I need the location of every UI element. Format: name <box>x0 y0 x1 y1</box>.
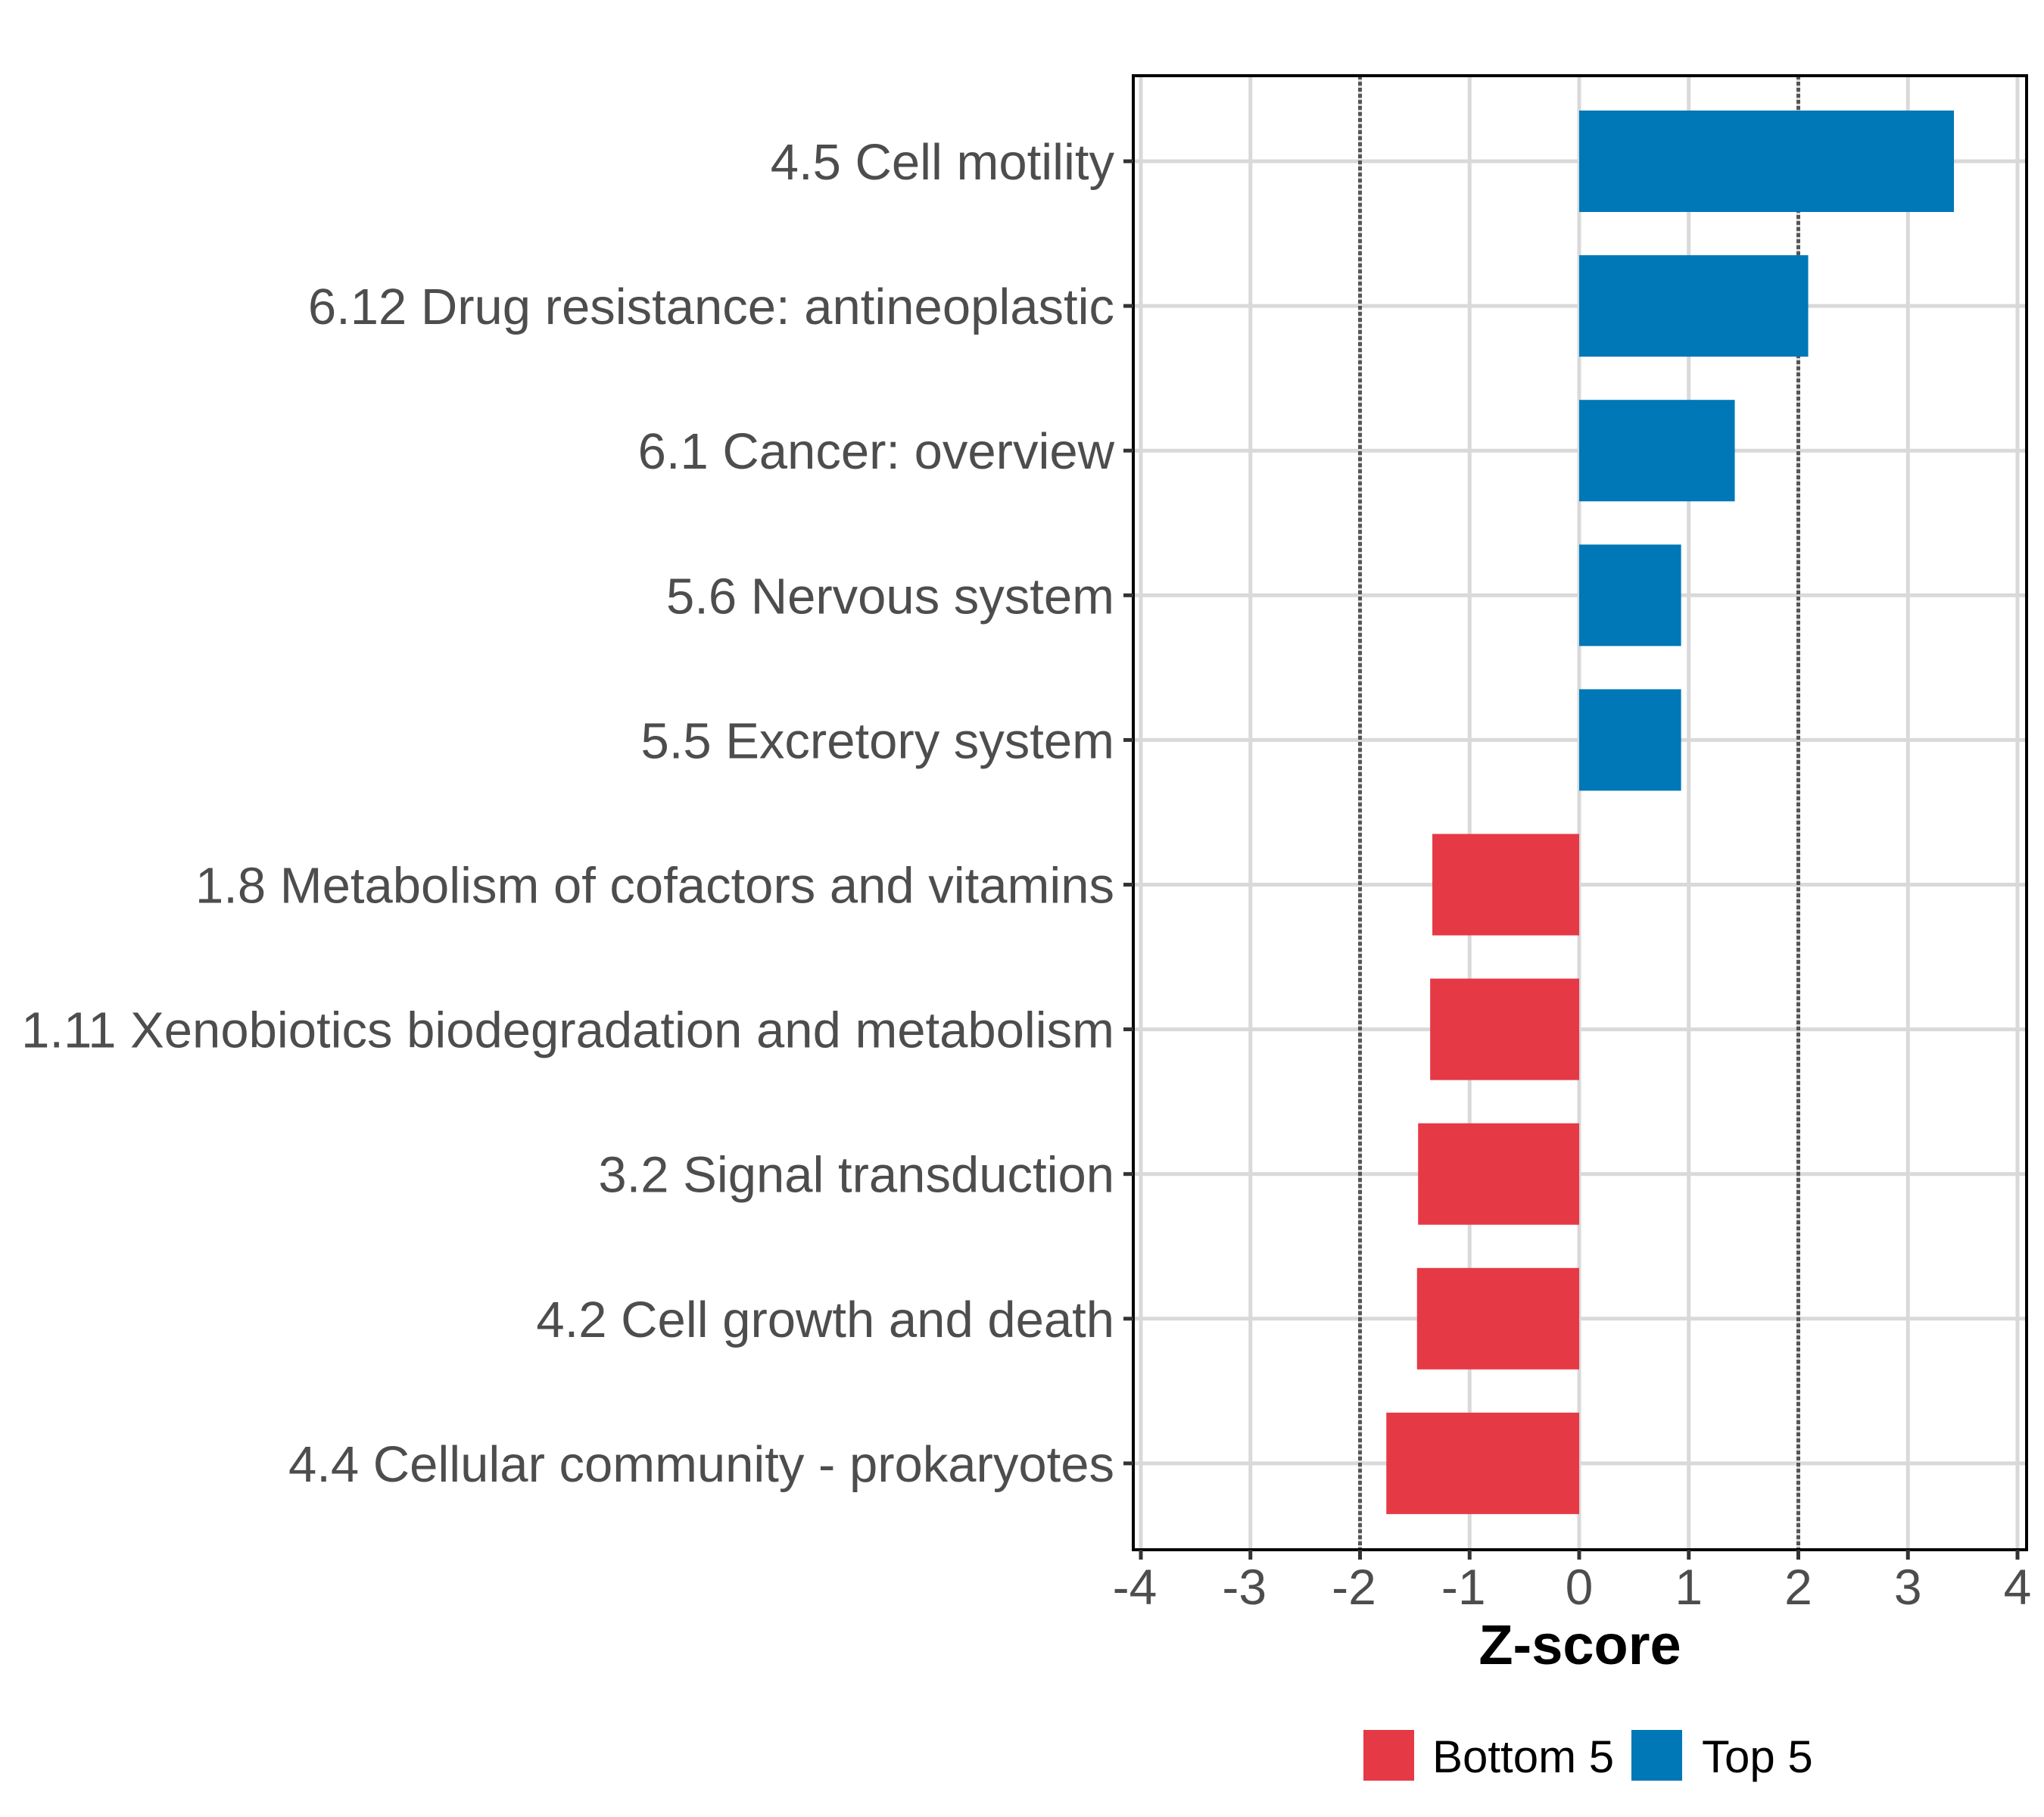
bar-bottom5 <box>1432 834 1579 936</box>
plot-panel <box>1132 74 2028 1551</box>
bars <box>1386 111 1955 1514</box>
bar-top5 <box>1579 400 1735 502</box>
x-axis-tick-label: 1 <box>1675 1559 1703 1615</box>
bar-bottom5 <box>1386 1412 1579 1514</box>
legend-label-top5: Top 5 <box>1702 1731 1813 1782</box>
x-axis-tick-label: -2 <box>1332 1559 1376 1615</box>
y-axis-category-label: 4.2 Cell growth and death <box>536 1292 1114 1348</box>
y-axis-category-label: 3.2 Signal transduction <box>598 1147 1114 1204</box>
bar-top5 <box>1579 255 1809 357</box>
legend: Bottom 5 Top 5 <box>1363 1730 1813 1782</box>
x-axis-tick-label: -1 <box>1441 1559 1486 1615</box>
y-axis: 4.5 Cell motility 6.12 Drug resistance: a… <box>21 134 1133 1493</box>
y-axis-category-label: 5.5 Excretory system <box>640 712 1114 769</box>
x-axis-tick-label: -3 <box>1222 1559 1267 1615</box>
y-axis-category-label: 6.1 Cancer: overview <box>638 423 1115 480</box>
x-axis-tick-label: 0 <box>1566 1559 1594 1615</box>
y-axis-category-label: 5.6 Nervous system <box>666 568 1114 625</box>
y-axis-category-label: 1.8 Metabolism of cofactors and vitamins <box>195 858 1114 915</box>
x-axis-tick-label: 2 <box>1784 1559 1812 1615</box>
x-axis-tick-label: 4 <box>2004 1559 2032 1615</box>
x-axis-tick-label: 3 <box>1894 1559 1922 1615</box>
bar-bottom5 <box>1430 978 1579 1080</box>
y-axis-category-label: 4.4 Cellular community - prokaryotes <box>288 1436 1114 1493</box>
x-axis-title: Z-score <box>1478 1613 1681 1676</box>
legend-swatch-top5 <box>1631 1730 1682 1781</box>
x-axis: -4 -3 -2 -1 0 1 2 3 4 <box>1113 1550 2032 1615</box>
y-axis-category-label: 1.11 Xenobiotics biodegradation and meta… <box>21 1002 1114 1059</box>
legend-label-bottom5: Bottom 5 <box>1432 1731 1614 1782</box>
y-axis-category-label: 4.5 Cell motility <box>771 134 1115 191</box>
bar-bottom5 <box>1416 1267 1579 1370</box>
legend-swatch-bottom5 <box>1363 1730 1414 1781</box>
bar-top5 <box>1579 689 1681 791</box>
x-axis-tick-label: -4 <box>1113 1559 1158 1615</box>
bar-top5 <box>1579 544 1681 647</box>
y-axis-category-label: 6.12 Drug resistance: antineoplastic <box>308 279 1114 335</box>
bar-bottom5 <box>1418 1123 1579 1225</box>
bar-top5 <box>1579 111 1955 212</box>
